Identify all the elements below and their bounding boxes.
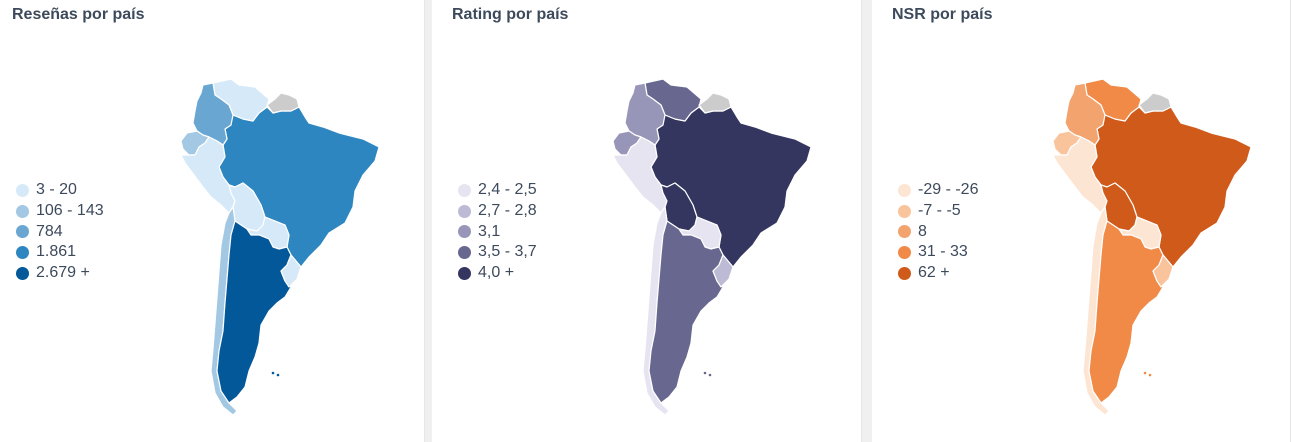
country-guianas[interactable]	[266, 92, 300, 114]
island-mark	[1148, 373, 1152, 377]
legend-label: 2.679 +	[36, 264, 90, 282]
panel-title: NSR por país	[892, 6, 993, 23]
legend-item: 3 - 20	[16, 180, 104, 201]
legend-label: 1.861	[36, 243, 77, 261]
legend-label: 3 - 20	[36, 181, 77, 199]
legend-label: 3,1	[478, 222, 501, 240]
legend-swatch	[16, 204, 29, 218]
south-america-map	[612, 78, 812, 416]
legend-label: 2,7 - 2,8	[478, 202, 537, 220]
country-uruguay[interactable]	[712, 254, 734, 288]
legend-swatch	[458, 204, 471, 218]
panel-title: Reseñas por país	[12, 6, 145, 23]
legend-item: 784	[16, 221, 104, 242]
legend-item: 2,7 - 2,8	[458, 201, 537, 222]
country-guianas[interactable]	[698, 92, 732, 114]
legend-item: 1.861	[16, 242, 104, 263]
island-mark	[276, 373, 280, 377]
legend-swatch	[458, 183, 471, 197]
south-america-map	[180, 78, 380, 416]
legend-label: 2,4 - 2,5	[478, 181, 537, 199]
legend-swatch	[898, 204, 911, 218]
south-america-map	[1052, 78, 1252, 416]
legend-item: 8	[898, 221, 978, 242]
map-legend: 3 - 20 106 - 143 784 1.861 2.679 +	[16, 180, 104, 283]
island-mark	[271, 371, 275, 375]
country-uruguay[interactable]	[1152, 254, 1174, 288]
legend-swatch	[898, 266, 911, 280]
legend-label: 31 - 33	[918, 243, 968, 261]
legend-label: 3,5 - 3,7	[478, 243, 537, 261]
map-legend: -29 - -26 -7 - -5 8 31 - 33 62 +	[898, 180, 978, 283]
map-legend: 2,4 - 2,5 2,7 - 2,8 3,1 3,5 - 3,7 4,0 +	[458, 180, 537, 283]
countries-group	[612, 78, 812, 416]
panel-rating-by-country: Rating por país 2,4 - 2,5 2,7 - 2,8 3,1 …	[432, 0, 862, 442]
legend-label: 8	[918, 222, 927, 240]
legend-item: 2,4 - 2,5	[458, 180, 537, 201]
legend-swatch	[16, 225, 29, 239]
legend-item: 3,1	[458, 221, 537, 242]
legend-item: -7 - -5	[898, 201, 978, 222]
panel-title: Rating por país	[452, 6, 569, 23]
legend-swatch	[458, 245, 471, 259]
legend-label: -7 - -5	[918, 202, 961, 220]
legend-label: -29 - -26	[918, 181, 979, 199]
panel-nsr-by-country: NSR por país -29 - -26 -7 - -5 8 31 - 33…	[872, 0, 1291, 442]
legend-swatch	[458, 225, 471, 239]
country-guianas[interactable]	[1138, 92, 1172, 114]
legend-item: 3,5 - 3,7	[458, 242, 537, 263]
country-argentina[interactable]	[1088, 220, 1164, 404]
country-argentina[interactable]	[648, 220, 724, 404]
legend-item: 31 - 33	[898, 242, 978, 263]
legend-swatch	[898, 225, 911, 239]
legend-item: 2.679 +	[16, 263, 104, 284]
legend-item: 106 - 143	[16, 201, 104, 222]
legend-swatch	[898, 183, 911, 197]
legend-label: 106 - 143	[36, 202, 104, 220]
countries-group	[1052, 78, 1252, 416]
country-argentina[interactable]	[216, 220, 292, 404]
legend-swatch	[16, 245, 29, 259]
legend-swatch	[16, 183, 29, 197]
legend-swatch	[458, 266, 471, 280]
panel-reviews-by-country: Reseñas por país 3 - 20 106 - 143 784 1.…	[0, 0, 425, 442]
legend-item: 62 +	[898, 263, 978, 284]
legend-swatch	[898, 245, 911, 259]
countries-group	[180, 78, 380, 416]
island-mark	[708, 373, 712, 377]
island-mark	[1143, 371, 1147, 375]
legend-label: 62 +	[918, 264, 950, 282]
country-uruguay[interactable]	[280, 254, 302, 288]
island-mark	[703, 371, 707, 375]
legend-item: -29 - -26	[898, 180, 978, 201]
legend-label: 784	[36, 222, 63, 240]
legend-item: 4,0 +	[458, 263, 537, 284]
legend-label: 4,0 +	[478, 264, 515, 282]
legend-swatch	[16, 266, 29, 280]
